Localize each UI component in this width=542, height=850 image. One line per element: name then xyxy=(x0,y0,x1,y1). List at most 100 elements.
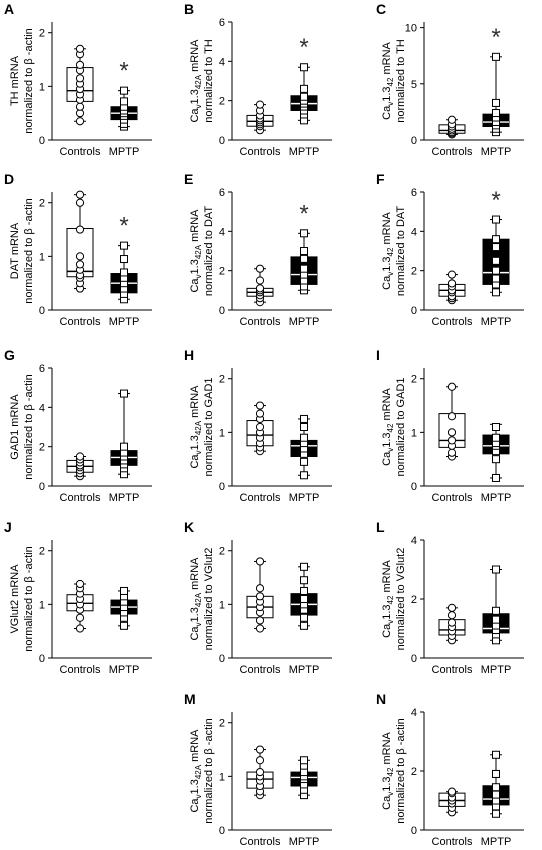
y-axis-title: normalized to β -actin xyxy=(23,374,35,479)
y-tick-label: 2 xyxy=(219,266,225,278)
data-point xyxy=(300,247,308,255)
box-mptp xyxy=(482,750,510,818)
data-point xyxy=(492,769,500,778)
y-axis-title: normalized to VGlut2 xyxy=(395,548,407,651)
panel-label: E xyxy=(184,171,193,187)
box-controls xyxy=(66,579,94,633)
panel-label: B xyxy=(184,1,194,17)
panel-label: I xyxy=(376,347,380,363)
data-point xyxy=(492,473,500,482)
x-tick-label: MPTP xyxy=(289,316,320,328)
panel-label: L xyxy=(376,519,385,535)
x-tick-label: MPTP xyxy=(109,664,140,676)
y-tick-label: 0 xyxy=(219,653,225,665)
x-tick-label: MPTP xyxy=(481,836,512,848)
data-point xyxy=(447,115,457,124)
data-point xyxy=(255,624,265,633)
x-tick-label: Controls xyxy=(60,664,101,676)
y-tick-label: 2 xyxy=(219,718,225,730)
data-point xyxy=(255,284,265,293)
data-point xyxy=(447,787,457,796)
box-mptp xyxy=(482,215,510,297)
data-point xyxy=(120,586,128,595)
x-tick-label: Controls xyxy=(240,836,281,848)
box-controls xyxy=(246,557,274,633)
data-point xyxy=(300,562,308,571)
panel-a: A 0 1 2 TH mRNA normalized to β -actin Control… xyxy=(4,1,152,158)
data-point xyxy=(492,215,500,224)
x-tick-label: Controls xyxy=(432,836,473,848)
y-tick-label: 0 xyxy=(219,305,225,317)
data-point xyxy=(447,270,457,279)
data-point xyxy=(75,225,85,234)
x-tick-label: Controls xyxy=(432,664,473,676)
box-controls xyxy=(246,264,274,307)
data-point xyxy=(255,767,265,777)
y-tick-label: 2 xyxy=(39,28,45,40)
y-axis-title: normalized to DAT xyxy=(203,206,215,297)
data-point xyxy=(120,268,128,277)
y-tick-label: 2 xyxy=(411,266,417,278)
y-axis-title: Cav1.342A mRNA xyxy=(189,385,203,469)
data-point xyxy=(492,423,500,431)
data-point xyxy=(447,611,457,620)
panel-label: F xyxy=(376,171,385,187)
y-axis-title: normalized to VGlut2 xyxy=(203,548,215,651)
data-point xyxy=(255,422,265,432)
data-point xyxy=(492,433,500,442)
box-mptp xyxy=(290,414,318,480)
panel-label: H xyxy=(184,347,194,363)
data-point xyxy=(255,276,265,285)
data-point xyxy=(492,809,500,818)
y-axis-title: Cav1.342A mRNA xyxy=(189,557,203,641)
data-point xyxy=(255,756,265,765)
panel-n: N 0 2 4 Cav1.342 mRNA normalized to β -actin C… xyxy=(376,691,524,848)
box-mptp xyxy=(482,423,510,482)
y-tick-label: 0 xyxy=(219,825,225,837)
panel-g: G 0 2 4 6 GAD1 mRNA normalized to β -actin Cont… xyxy=(4,347,152,504)
data-point xyxy=(492,52,500,61)
y-tick-label: 0 xyxy=(411,653,417,665)
y-axis-title: normalized to β -actin xyxy=(395,718,407,823)
data-point xyxy=(447,279,457,288)
data-point xyxy=(255,100,265,109)
data-point xyxy=(300,414,308,423)
y-tick-label: 0 xyxy=(411,825,417,837)
data-point xyxy=(75,252,85,261)
panel-m: M 0 1 2 Cav1.342A mRNA normalized to β -actin… xyxy=(184,691,332,848)
data-point xyxy=(255,264,265,273)
data-point xyxy=(447,618,457,627)
box-mptp xyxy=(482,52,510,137)
x-tick-label: MPTP xyxy=(109,146,140,158)
data-point xyxy=(255,592,265,601)
y-axis-title: normalized to DAT xyxy=(395,206,407,297)
data-point xyxy=(120,97,128,106)
y-axis-title: TH mRNA xyxy=(9,55,21,106)
y-tick-label: 2 xyxy=(219,374,225,386)
data-point xyxy=(300,613,308,622)
box-mptp xyxy=(290,229,318,295)
y-tick-label: 1 xyxy=(39,81,45,93)
y-tick-label: 4 xyxy=(219,56,225,68)
panel-label: C xyxy=(376,1,386,17)
y-tick-label: 0 xyxy=(411,305,417,317)
y-axis-title: GAD1 mRNA xyxy=(9,394,21,460)
data-point xyxy=(300,423,308,431)
x-tick-label: Controls xyxy=(240,492,281,504)
x-tick-label: Controls xyxy=(432,492,473,504)
data-point xyxy=(255,557,265,566)
y-tick-label: 2 xyxy=(411,374,417,386)
data-point xyxy=(255,409,265,418)
data-point xyxy=(447,428,457,437)
box-controls xyxy=(66,190,94,293)
x-tick-label: MPTP xyxy=(289,836,320,848)
data-point xyxy=(300,621,308,630)
y-axis-title: normalized to TH xyxy=(203,39,215,123)
y-axis-title: normalized to β -actin xyxy=(203,718,215,823)
x-tick-label: MPTP xyxy=(289,664,320,676)
box-controls xyxy=(438,787,466,817)
data-point xyxy=(75,452,85,461)
y-tick-label: 1 xyxy=(411,427,417,439)
panel-e: E 0 2 4 6 Cav1.342A mRNA normalized to DAT Cont… xyxy=(184,171,332,328)
panel-h: H 0 1 2 Cav1.342A mRNA normalized to GAD1 Cont… xyxy=(184,347,332,504)
